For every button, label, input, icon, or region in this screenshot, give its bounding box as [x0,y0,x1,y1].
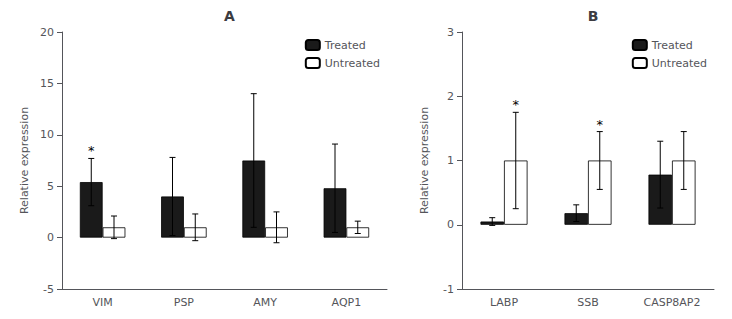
svg-text:20: 20 [40,26,54,39]
svg-text:*: * [88,143,95,158]
svg-text:Relative expression: Relative expression [18,107,31,214]
svg-text:2: 2 [447,90,454,103]
svg-text:15: 15 [40,77,54,90]
svg-text:Untreated: Untreated [652,57,707,70]
svg-text:Treated: Treated [324,39,366,52]
svg-text:Treated: Treated [651,39,693,52]
svg-text:10: 10 [40,128,54,141]
svg-text:CASP8AP2: CASP8AP2 [644,296,701,309]
svg-text:VIM: VIM [92,296,112,309]
svg-text:Relative expression: Relative expression [418,107,431,214]
svg-text:*: * [513,97,520,112]
svg-text:Untreated: Untreated [325,57,380,70]
svg-text:SSB: SSB [577,296,599,309]
svg-text:AQP1: AQP1 [332,296,362,309]
svg-text:*: * [597,117,604,132]
svg-text:5: 5 [47,180,54,193]
svg-text:-1: -1 [443,283,454,296]
svg-text:B: B [588,8,599,24]
svg-text:3: 3 [447,26,454,39]
svg-text:AMY: AMY [253,296,277,309]
svg-text:1: 1 [447,154,454,167]
svg-text:A: A [224,8,235,24]
svg-text:-5: -5 [43,283,54,296]
svg-text:PSP: PSP [174,296,195,309]
svg-text:LABP: LABP [490,296,518,309]
svg-text:0: 0 [47,231,54,244]
svg-text:0: 0 [447,218,454,231]
